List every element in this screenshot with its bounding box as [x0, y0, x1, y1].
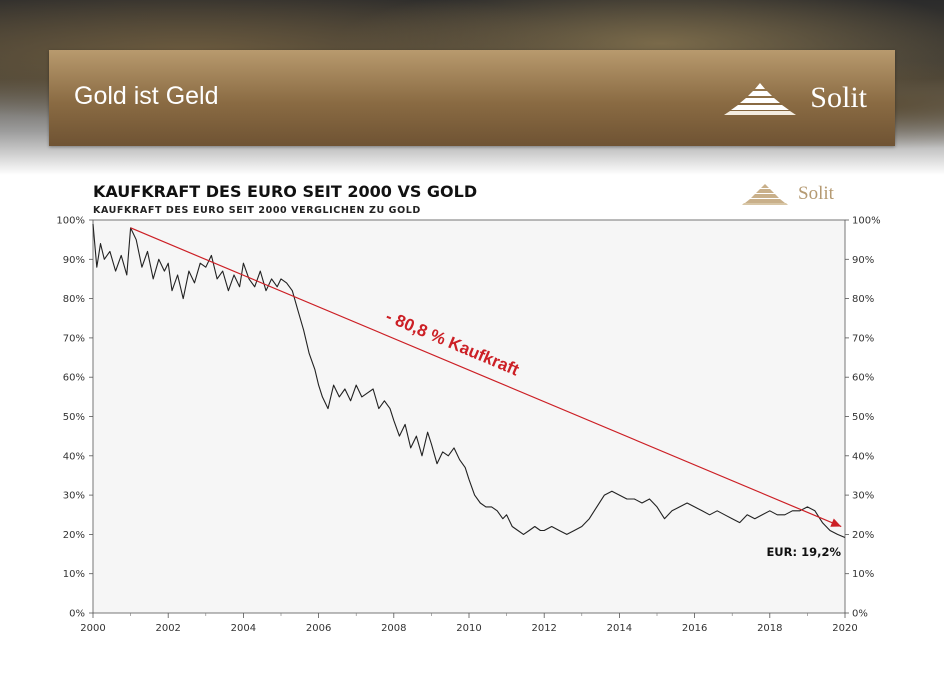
chart-title: KAUFKRAFT DES EURO SEIT 2000 VS GOLD — [93, 182, 478, 201]
x-tick-label: 2012 — [531, 623, 556, 634]
y-tick-label-left: 10% — [63, 569, 85, 580]
chart-subtitle: KAUFKRAFT DES EURO SEIT 2000 VERGLICHEN … — [93, 205, 421, 216]
x-tick-label: 2006 — [306, 623, 331, 634]
y-tick-label-left: 60% — [63, 373, 85, 384]
end-value-label: EUR: 19,2% — [766, 545, 841, 559]
chart-brand: Solit — [798, 183, 834, 204]
y-tick-label-left: 40% — [63, 451, 85, 462]
x-tick-label: 2020 — [832, 623, 857, 634]
x-tick-label: 2002 — [155, 623, 180, 634]
x-tick-label: 2008 — [381, 623, 406, 634]
y-tick-label-right: 50% — [852, 412, 874, 423]
y-tick-label-left: 100% — [56, 216, 85, 227]
x-tick-label: 2004 — [231, 623, 256, 634]
banner-brand: Solit — [810, 81, 867, 114]
x-tick-label: 2000 — [80, 623, 105, 634]
pyramid-logo-icon — [742, 184, 788, 205]
y-tick-label-right: 60% — [852, 373, 874, 384]
y-tick-label-left: 20% — [63, 530, 85, 541]
y-tick-label-right: 10% — [852, 569, 874, 580]
y-tick-label-left: 70% — [63, 333, 85, 344]
title-banner: Gold ist Geld Solit — [49, 50, 895, 146]
y-tick-label-right: 0% — [852, 609, 868, 620]
y-tick-label-left: 30% — [63, 491, 85, 502]
pyramid-logo-icon — [724, 83, 797, 115]
y-tick-label-right: 100% — [852, 216, 881, 227]
trend-arrowhead — [830, 518, 842, 527]
y-tick-label-left: 0% — [69, 609, 85, 620]
y-tick-label-right: 70% — [852, 333, 874, 344]
y-tick-label-left: 50% — [63, 412, 85, 423]
x-tick-label: 2014 — [607, 623, 632, 634]
x-tick-label: 2010 — [456, 623, 481, 634]
y-tick-label-right: 80% — [852, 294, 874, 305]
y-tick-label-right: 40% — [852, 451, 874, 462]
x-tick-label: 2016 — [682, 623, 707, 634]
plot-area — [93, 220, 845, 613]
y-tick-label-right: 20% — [852, 530, 874, 541]
y-tick-label-right: 30% — [852, 491, 874, 502]
series-line — [92, 223, 846, 539]
y-tick-label-left: 90% — [63, 255, 85, 266]
chart-solit-logo: Solit — [742, 183, 834, 205]
solit-logo: Solit — [724, 76, 867, 120]
x-tick-label: 2018 — [757, 623, 782, 634]
trend-arrow-line — [130, 227, 842, 528]
banner-title: Gold ist Geld — [74, 82, 219, 110]
y-tick-label-right: 90% — [852, 255, 874, 266]
y-tick-label-left: 80% — [63, 294, 85, 305]
